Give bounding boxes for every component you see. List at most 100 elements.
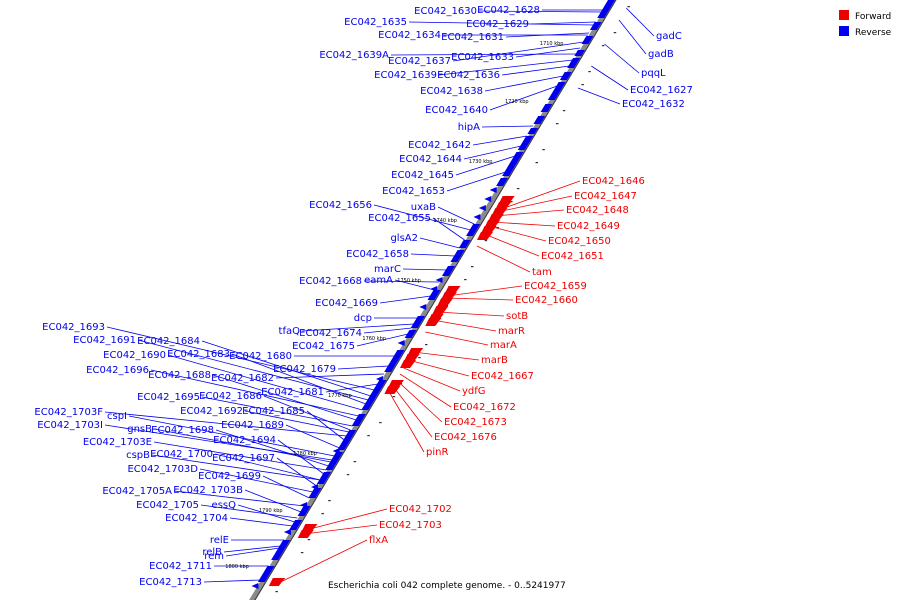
gene-label[interactable]: EC042_1660: [515, 295, 578, 306]
gene-label[interactable]: EC042_1696: [86, 365, 149, 376]
gene-label[interactable]: pqqL: [641, 68, 666, 79]
gene-label[interactable]: EC042_1673: [444, 417, 507, 428]
gene-label[interactable]: EC042_1686: [199, 391, 262, 402]
gene-label[interactable]: EC042_1692: [180, 406, 243, 417]
gene-label[interactable]: EC042_1704: [165, 513, 228, 524]
gene-leader-line: [225, 547, 280, 557]
reverse-gene-feature: [361, 380, 387, 410]
gene-label[interactable]: EC042_1640: [425, 105, 488, 116]
gene-label[interactable]: EC042_1635: [344, 17, 407, 28]
gene-label[interactable]: EC042_1680: [229, 351, 292, 362]
gene-label[interactable]: essQ: [212, 500, 237, 511]
gene-label[interactable]: cspB: [126, 450, 150, 461]
gene-label[interactable]: EC042_1669: [315, 298, 378, 309]
gene-label[interactable]: EC042_1695: [137, 392, 200, 403]
gene-label[interactable]: EC042_1632: [622, 99, 685, 110]
gene-label[interactable]: relE: [210, 535, 229, 546]
gene-label[interactable]: EC042_1667: [471, 371, 534, 382]
gene-label[interactable]: EC042_1628: [477, 5, 540, 16]
gene-label[interactable]: marC: [374, 264, 401, 275]
gene-label[interactable]: EC042_1702: [389, 504, 452, 515]
gene-label[interactable]: EC042_1648: [566, 205, 629, 216]
gene-label[interactable]: EC042_1639A: [319, 50, 389, 61]
gene-label[interactable]: EC042_1700: [150, 449, 213, 460]
gene-label[interactable]: EC042_1711: [149, 561, 212, 572]
gene-label[interactable]: EC042_1703E: [83, 437, 152, 448]
gene-label[interactable]: EC042_1703B: [173, 485, 243, 496]
gene-label[interactable]: EC042_1655: [368, 213, 431, 224]
gene-label[interactable]: marR: [498, 326, 525, 337]
gene-label[interactable]: gnsB: [127, 424, 152, 435]
gene-label[interactable]: cspI: [107, 411, 127, 422]
gene-label[interactable]: EC042_1689: [221, 420, 284, 431]
gene-label[interactable]: EC042_1713: [139, 577, 202, 588]
gene-label[interactable]: EC042_1649: [557, 221, 620, 232]
gene-label[interactable]: EC042_1690: [103, 350, 166, 361]
gene-label[interactable]: uxaB: [411, 202, 436, 213]
gene-label[interactable]: tam: [532, 267, 552, 278]
gene-label[interactable]: pinR: [426, 447, 448, 458]
gene-label[interactable]: EC042_1675: [292, 341, 355, 352]
gene-label[interactable]: sotB: [506, 311, 528, 322]
gene-label[interactable]: EC042_1705: [136, 500, 199, 511]
gene-label[interactable]: EC042_1637: [388, 56, 451, 67]
gene-label[interactable]: flxA: [369, 535, 388, 546]
gene-label[interactable]: EC042_1682: [211, 373, 274, 384]
gene-label[interactable]: EC042_1705A: [102, 486, 172, 497]
gene-label[interactable]: EC042_1681: [261, 387, 324, 398]
gene-label[interactable]: EC042_1668: [299, 276, 362, 287]
gene-label[interactable]: tfaQ: [279, 326, 301, 337]
gene-label[interactable]: EC042_1634: [378, 30, 441, 41]
gene-label[interactable]: EC042_1644: [399, 154, 462, 165]
gene-label[interactable]: EC042_1627: [630, 85, 693, 96]
gene-label[interactable]: relB: [202, 547, 222, 558]
gene-label[interactable]: EC042_1676: [434, 432, 497, 443]
gene-label[interactable]: gadC: [656, 31, 682, 42]
gene-label[interactable]: EC042_1694: [213, 435, 276, 446]
gene-label[interactable]: EC042_1630: [414, 6, 477, 17]
gene-label[interactable]: EC042_1688: [148, 370, 211, 381]
gene-label[interactable]: EC042_1697: [212, 453, 275, 464]
gene-label[interactable]: EC042_1659: [524, 281, 587, 292]
gene-label[interactable]: EC042_1703I: [37, 420, 103, 431]
gene-label[interactable]: EC042_1699: [198, 471, 261, 482]
gene-label[interactable]: EC042_1703: [379, 520, 442, 531]
gene-label[interactable]: EC042_1647: [574, 191, 637, 202]
gene-label[interactable]: EC042_1631: [441, 32, 504, 43]
gene-label[interactable]: EC042_1639: [374, 70, 437, 81]
gene-label[interactable]: rem: [204, 551, 224, 562]
gene-label[interactable]: EC042_1684: [137, 336, 200, 347]
gene-label[interactable]: marB: [481, 355, 508, 366]
gene-label[interactable]: EC042_1693: [42, 322, 105, 333]
gene-label[interactable]: EC042_1646: [582, 176, 645, 187]
gene-label[interactable]: gadB: [648, 49, 674, 60]
gene-label[interactable]: EC042_1691: [73, 335, 136, 346]
gene-label[interactable]: EC042_1653: [382, 186, 445, 197]
gene-label[interactable]: EC042_1703F: [34, 407, 103, 418]
gene-label[interactable]: EC042_1656: [309, 200, 372, 211]
gene-label[interactable]: marA: [490, 340, 517, 351]
gene-label[interactable]: EC042_1703D: [127, 464, 198, 475]
gene-leader-line: [223, 545, 281, 553]
gene-leader-line: [445, 297, 514, 301]
gene-label[interactable]: glsA2: [390, 233, 418, 244]
gene-label[interactable]: EC042_1629: [466, 19, 529, 30]
gene-label[interactable]: EC042_1658: [346, 249, 409, 260]
gene-label[interactable]: EC042_1672: [453, 402, 516, 413]
gene-label[interactable]: hipA: [458, 122, 480, 133]
gene-label[interactable]: EC042_1683: [167, 349, 230, 360]
gene-label[interactable]: EC042_1685: [242, 406, 305, 417]
gene-label[interactable]: dcp: [354, 313, 372, 324]
gene-label[interactable]: EC042_1679: [273, 364, 336, 375]
gene-label[interactable]: EC042_1651: [541, 251, 604, 262]
gene-label[interactable]: EC042_1636: [437, 70, 500, 81]
gene-label[interactable]: EC042_1638: [420, 86, 483, 97]
gene-label[interactable]: EC042_1650: [548, 236, 611, 247]
gene-label[interactable]: EC042_1698: [151, 425, 214, 436]
gene-label[interactable]: EC042_1645: [391, 170, 454, 181]
gene-label[interactable]: ydfG: [462, 386, 486, 397]
gene-label[interactable]: EC042_1642: [408, 140, 471, 151]
gene-label[interactable]: eamA: [364, 275, 393, 286]
gene-label[interactable]: EC042_1633: [451, 52, 514, 63]
gene-label[interactable]: EC042_1674: [299, 328, 362, 339]
